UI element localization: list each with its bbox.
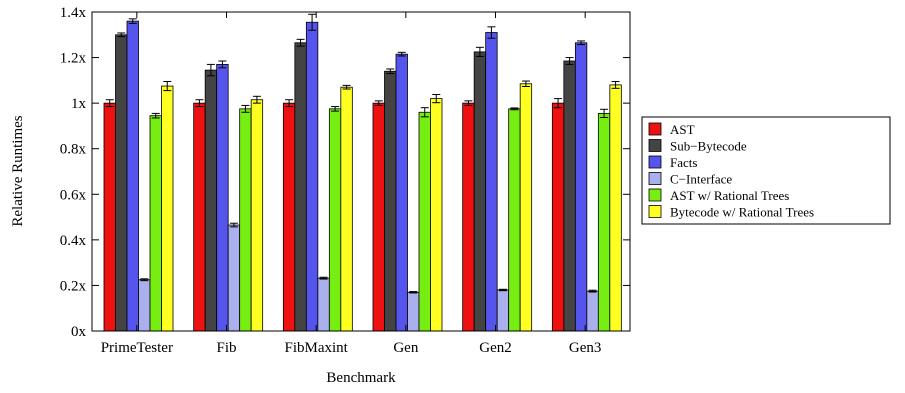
bar (574, 42, 588, 332)
plot-frame (91, 11, 631, 332)
bar (340, 86, 353, 332)
y-tick-label: 1.4x (60, 5, 87, 21)
legend-label: Sub−Bytecode (670, 139, 747, 154)
legend-swatch (648, 139, 662, 152)
x-axis-title: Benchmark (326, 370, 396, 386)
bar (586, 290, 599, 332)
bar (508, 108, 521, 332)
bar (462, 102, 475, 332)
x-tick-label: FibMaxint (284, 340, 348, 356)
bar (204, 69, 218, 332)
y-axis-title: Relative Runtimes (10, 115, 26, 226)
bar (305, 21, 319, 332)
legend-swatch (648, 155, 662, 169)
bar (384, 70, 397, 332)
x-tick-label: PrimeTester (101, 340, 173, 356)
bar (294, 42, 307, 332)
bar (328, 108, 342, 332)
y-axis: 0x 0.2x 0.4x 0.6x 0.8x 1x 1.2x 1.4x (60, 5, 630, 340)
y-tick-label: 0.4x (60, 233, 87, 249)
y-tick-label: 0.8x (60, 142, 87, 158)
legend-swatch (648, 188, 662, 202)
bar (563, 60, 576, 332)
bar (317, 277, 330, 332)
bar (372, 102, 385, 332)
bar (115, 34, 128, 332)
bar (407, 291, 420, 332)
bar (126, 20, 139, 332)
legend-label: AST (670, 122, 695, 137)
y-tick-label: 0x (71, 324, 87, 340)
bar (485, 32, 498, 332)
bar (216, 64, 229, 332)
legend-label: Bytecode w/ Rational Trees (670, 205, 814, 220)
bar (609, 84, 622, 332)
bar (161, 85, 174, 332)
legend-swatch (648, 205, 662, 218)
legend-swatch (648, 172, 662, 185)
legend-label: AST w/ Rational Trees (670, 188, 789, 203)
x-tick-label: Gen2 (479, 340, 512, 356)
bar (103, 102, 116, 332)
bar (418, 111, 431, 332)
bar (138, 279, 151, 332)
bar (282, 102, 296, 332)
bar (239, 108, 252, 332)
bar (250, 99, 264, 332)
bars-layer (103, 13, 622, 332)
legend-label: C−Interface (670, 172, 732, 187)
bar (395, 53, 408, 332)
bar (597, 112, 611, 332)
legend-label: Facts (670, 155, 697, 170)
y-tick-label: 1x (71, 96, 87, 112)
y-tick-label: 1.2x (60, 51, 87, 67)
y-tick-label: 0.6x (60, 187, 87, 203)
bar (227, 224, 241, 332)
bar (473, 51, 487, 332)
legend-frame (641, 116, 891, 225)
bar (496, 289, 510, 332)
x-tick-label: Gen3 (569, 340, 602, 356)
y-tick-label: 0.2x (60, 278, 87, 294)
bar (551, 102, 565, 332)
x-tick-label: Fib (216, 340, 236, 356)
bar (519, 83, 533, 332)
x-tick-label: Gen (393, 340, 418, 356)
bar (430, 98, 443, 332)
bar (193, 102, 206, 332)
legend-swatch (648, 122, 662, 136)
bar (149, 115, 162, 332)
x-axis: PrimeTester Fib FibMaxint Gen Gen2 Gen3 (101, 12, 602, 356)
